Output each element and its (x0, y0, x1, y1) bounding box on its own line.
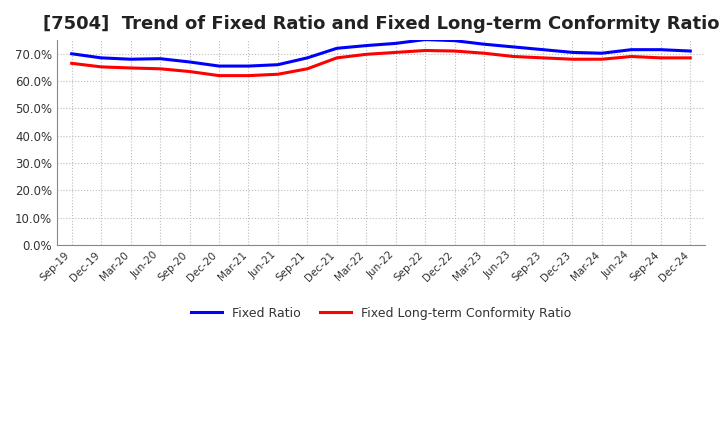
Fixed Long-term Conformity Ratio (362, 51, 371, 57)
Fixed Long-term Conformity Ratio (185, 69, 194, 74)
Fixed Long-term Conformity Ratio (480, 51, 488, 56)
Fixed Long-term Conformity Ratio (392, 50, 400, 55)
Line: Fixed Long-term Conformity Ratio: Fixed Long-term Conformity Ratio (72, 51, 690, 76)
Fixed Ratio (68, 51, 76, 56)
Fixed Long-term Conformity Ratio (657, 55, 665, 61)
Fixed Ratio (126, 57, 135, 62)
Fixed Long-term Conformity Ratio (568, 57, 577, 62)
Fixed Long-term Conformity Ratio (303, 66, 312, 71)
Fixed Long-term Conformity Ratio (421, 48, 430, 53)
Fixed Ratio (598, 51, 606, 56)
Fixed Ratio (509, 44, 518, 50)
Fixed Ratio (568, 50, 577, 55)
Fixed Long-term Conformity Ratio (627, 54, 636, 59)
Fixed Ratio (97, 55, 106, 61)
Fixed Long-term Conformity Ratio (450, 48, 459, 54)
Fixed Ratio (274, 62, 282, 67)
Fixed Ratio (215, 63, 223, 69)
Title: [7504]  Trend of Fixed Ratio and Fixed Long-term Conformity Ratio: [7504] Trend of Fixed Ratio and Fixed Lo… (42, 15, 719, 33)
Line: Fixed Ratio: Fixed Ratio (72, 40, 690, 66)
Fixed Ratio (450, 38, 459, 43)
Fixed Long-term Conformity Ratio (598, 57, 606, 62)
Fixed Ratio (156, 56, 164, 61)
Fixed Ratio (244, 63, 253, 69)
Fixed Long-term Conformity Ratio (215, 73, 223, 78)
Fixed Ratio (421, 37, 430, 42)
Fixed Long-term Conformity Ratio (509, 54, 518, 59)
Fixed Ratio (627, 47, 636, 52)
Fixed Ratio (362, 43, 371, 48)
Fixed Ratio (539, 47, 547, 52)
Fixed Long-term Conformity Ratio (156, 66, 164, 71)
Fixed Long-term Conformity Ratio (126, 65, 135, 70)
Fixed Long-term Conformity Ratio (244, 73, 253, 78)
Fixed Long-term Conformity Ratio (274, 72, 282, 77)
Fixed Long-term Conformity Ratio (68, 61, 76, 66)
Fixed Ratio (480, 41, 488, 47)
Fixed Long-term Conformity Ratio (97, 64, 106, 70)
Fixed Ratio (333, 46, 341, 51)
Fixed Ratio (185, 59, 194, 65)
Fixed Ratio (686, 48, 695, 54)
Fixed Long-term Conformity Ratio (539, 55, 547, 61)
Fixed Ratio (657, 47, 665, 52)
Fixed Long-term Conformity Ratio (333, 55, 341, 61)
Fixed Ratio (303, 55, 312, 61)
Legend: Fixed Ratio, Fixed Long-term Conformity Ratio: Fixed Ratio, Fixed Long-term Conformity … (186, 302, 576, 325)
Fixed Ratio (392, 41, 400, 46)
Fixed Long-term Conformity Ratio (686, 55, 695, 61)
